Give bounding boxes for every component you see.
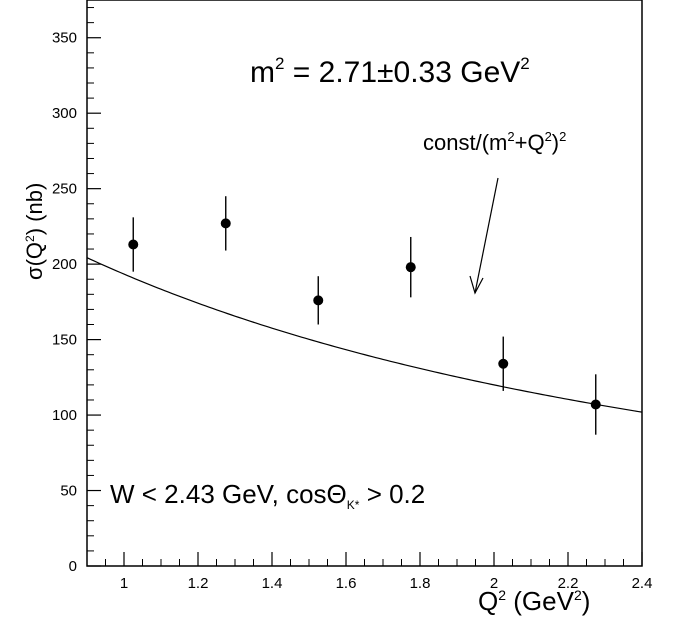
data-point — [405, 262, 416, 273]
y-tick-label: 50 — [60, 483, 77, 500]
y-tick-labels: 0 50 100 150 200 250 300 350 — [52, 30, 77, 575]
data-point — [590, 399, 601, 410]
x-tick-label: 1.4 — [262, 575, 283, 592]
x-tick-labels: 1 1.2 1.4 1.6 1.8 2 2.2 2.4 — [120, 575, 653, 592]
x-tick-label: 1.8 — [410, 575, 431, 592]
y-tick-label: 250 — [52, 181, 77, 198]
y-tick-label: 100 — [52, 407, 77, 424]
x-tick-label: 1.2 — [188, 575, 209, 592]
x-tick-label: 2.4 — [632, 575, 653, 592]
data-points — [128, 196, 601, 435]
x-tick-label: 1 — [120, 575, 128, 592]
fit-label: const/(m2+Q2)2 — [423, 129, 566, 155]
y-tick-label: 0 — [69, 558, 77, 575]
cuts-annotation: W < 2.43 GeV, cosΘK* > 0.2 — [110, 479, 425, 512]
x-tick-label: 2 — [490, 575, 498, 592]
y-tick-label: 200 — [52, 256, 77, 273]
data-point — [128, 239, 139, 250]
y-axis-label: σ(Q2) (nb) — [22, 183, 47, 280]
data-point — [313, 295, 324, 306]
fit-curve — [86, 257, 643, 413]
y-tick-label: 150 — [52, 332, 77, 349]
m2-annotation: m2 = 2.71±0.33 GeV2 — [250, 54, 530, 89]
data-point — [498, 358, 509, 369]
annotation-arrow — [469, 177, 499, 295]
x-tick-label: 1.6 — [336, 575, 357, 592]
data-point — [220, 218, 231, 229]
y-tick-label: 300 — [52, 105, 77, 122]
x-axis-label: Q2 (GeV2) — [478, 586, 590, 616]
x-tick-label: 2.2 — [558, 575, 579, 592]
y-tick-label: 350 — [52, 30, 77, 47]
axis-ticks — [86, 7, 643, 567]
